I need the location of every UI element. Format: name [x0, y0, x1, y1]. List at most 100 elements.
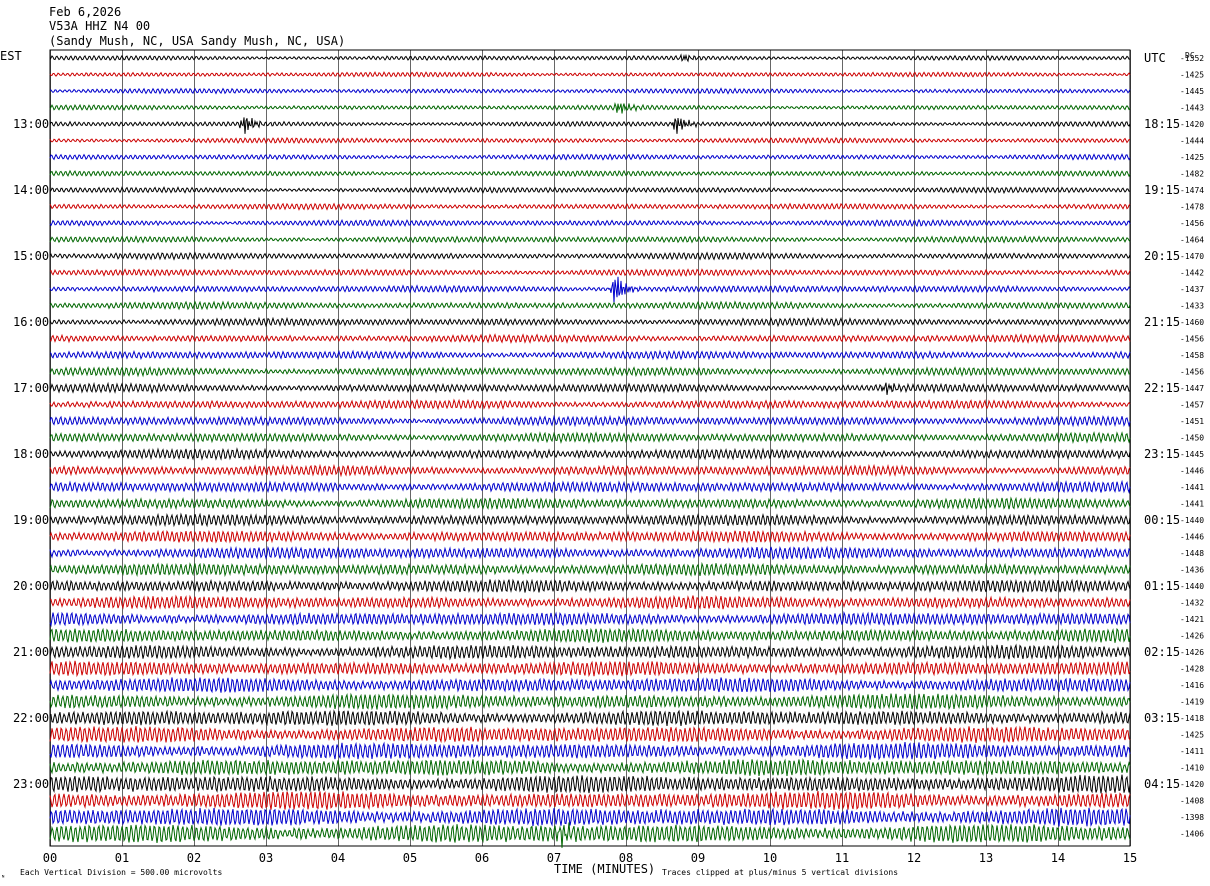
trace-line-23 [49, 431, 1131, 445]
x-tick-label: 00 [43, 851, 57, 865]
trace-line-3 [49, 102, 1131, 114]
trace-line-8 [49, 186, 1131, 195]
dc-offset-label: -1425 [1180, 71, 1204, 80]
dc-offset-label: -1441 [1180, 500, 1204, 509]
trace-line-9 [49, 202, 1131, 211]
trace-line-25 [49, 463, 1131, 478]
trace-line-40 [49, 709, 1131, 727]
x-tick-label: 10 [763, 851, 777, 865]
dc-offset-label: -1456 [1180, 219, 1204, 228]
x-axis-ticks: 00 01 02 03 04 05 06 07 08 09 10 11 12 13 14 15 [43, 851, 1137, 865]
dc-offset-label: -1418 [1180, 714, 1204, 723]
x-tick-label: 05 [403, 851, 417, 865]
dc-offset-label: -1456 [1180, 335, 1204, 344]
dc-offset-label: -1448 [1180, 549, 1204, 558]
trace-line-15 [49, 300, 1131, 311]
x-axis-label: TIME (MINUTES) [554, 862, 655, 876]
trace-line-38 [49, 676, 1131, 694]
trace-line-13 [49, 268, 1131, 278]
trace-line-7 [49, 169, 1131, 178]
dc-offset-label: -1419 [1180, 698, 1204, 707]
trace-line-14 [49, 276, 1131, 303]
x-tick-label: 06 [475, 851, 489, 865]
trace-line-0 [49, 53, 1131, 63]
x-tick-label: 02 [187, 851, 201, 865]
dc-offset-label: -1408 [1180, 797, 1204, 806]
dc-offset-label: -1437 [1180, 285, 1204, 294]
dc-offset-label: -1440 [1180, 582, 1204, 591]
dc-offset-label: -1426 [1180, 632, 1204, 641]
trace-line-22 [49, 414, 1131, 428]
x-tick-label: 03 [259, 851, 273, 865]
trace-line-1 [49, 71, 1131, 78]
dc-offset-label: -1406 [1180, 830, 1204, 839]
left-hour-label: 21:00 [13, 645, 49, 659]
trace-line-16 [49, 316, 1131, 328]
corner-mark: ᴺ [1, 874, 5, 882]
trace-line-46 [49, 807, 1131, 828]
trace-line-43 [49, 758, 1131, 777]
left-hour-label: 16:00 [13, 315, 49, 329]
trace-line-47 [49, 822, 1131, 848]
trace-line-33 [49, 594, 1131, 611]
dc-offset-label: -1410 [1180, 764, 1204, 773]
left-timezone-label: EST [0, 49, 22, 63]
trace-line-42 [49, 741, 1131, 761]
right-hour-label: 18:15 [1144, 117, 1180, 131]
left-hour-label: 18:00 [13, 447, 49, 461]
trace-line-2 [49, 87, 1131, 95]
dc-offset-label: -1444 [1180, 137, 1204, 146]
dc-offset-label: -1447 [1180, 384, 1204, 393]
scale-note: Each Vertical Division = 500.00 microvol… [20, 868, 222, 877]
trace-line-30 [49, 545, 1131, 561]
trace-line-41 [49, 725, 1131, 744]
right-hour-label: 21:15 [1144, 315, 1180, 329]
x-tick-label: 07 [547, 851, 561, 865]
dc-offset-label: -1425 [1180, 731, 1204, 740]
x-tick-label: 01 [115, 851, 129, 865]
dc-offset-label: -1428 [1180, 665, 1204, 674]
right-hour-label: 23:15 [1144, 447, 1180, 461]
trace-line-12 [49, 251, 1131, 261]
dc-offset-label: -1433 [1180, 302, 1204, 311]
dc-header-label: DC [1185, 51, 1195, 60]
x-tick-label: 14 [1051, 851, 1065, 865]
trace-line-6 [49, 153, 1131, 162]
dc-offset-label: -1478 [1180, 203, 1204, 212]
plot-frame [49, 49, 1131, 847]
trace-line-20 [49, 381, 1131, 395]
dc-offset-label: -1458 [1180, 351, 1204, 360]
dc-offset-label: -1411 [1180, 747, 1204, 756]
dc-offset-label: -1420 [1180, 780, 1204, 789]
dc-offset-label: -1474 [1180, 186, 1204, 195]
trace-line-44 [49, 774, 1131, 794]
header-date: Feb 6,2026 [49, 5, 121, 19]
trace-line-36 [49, 643, 1131, 661]
left-hour-label: 15:00 [13, 249, 49, 263]
chart-header: Feb 6,2026 V53A HHZ N4 00 (Sandy Mush, N… [49, 5, 345, 48]
header-location: (Sandy Mush, NC, USA Sandy Mush, NC, USA… [49, 34, 345, 48]
dc-offset-label: -1432 [1180, 599, 1204, 608]
left-hour-labels: 13:00 14:00 15:00 16:00 17:00 18:00 19:00 20:00… [13, 117, 49, 791]
dc-offset-label: -1398 [1180, 813, 1204, 822]
trace-line-21 [49, 398, 1131, 411]
dc-offset-label: -1420 [1180, 120, 1204, 129]
trace-line-32 [49, 578, 1131, 594]
right-hour-label: 19:15 [1144, 183, 1180, 197]
trace-line-5 [49, 136, 1131, 145]
trace-line-37 [49, 660, 1131, 678]
x-tick-label: 12 [907, 851, 921, 865]
right-hour-labels: UTC 18:15 19:15 20:15 21:15 22:15 23:15 00:15 01… [1144, 51, 1180, 791]
left-hour-label: 20:00 [13, 579, 49, 593]
x-tick-label: 08 [619, 851, 633, 865]
trace-line-28 [49, 512, 1131, 528]
dc-offset-label: -1470 [1180, 252, 1204, 261]
trace-line-11 [49, 235, 1131, 244]
dc-offset-label: -1416 [1180, 681, 1204, 690]
dc-offset-label: -1442 [1180, 269, 1204, 278]
dc-offset-label: -1421 [1180, 615, 1204, 624]
right-hour-label: 20:15 [1144, 249, 1180, 263]
left-hour-label: 23:00 [13, 777, 49, 791]
trace-line-26 [49, 479, 1131, 494]
